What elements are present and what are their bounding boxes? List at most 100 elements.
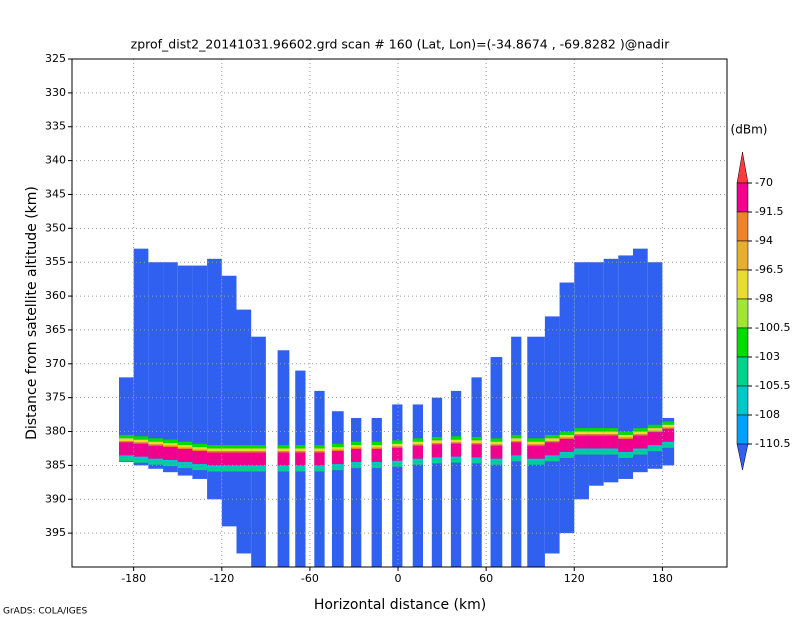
y-tick-label: 325 xyxy=(45,52,66,65)
echo-column xyxy=(351,417,362,567)
band-edge xyxy=(192,449,208,452)
band-edge xyxy=(177,445,193,448)
bright-band xyxy=(351,449,362,463)
y-tick-label: 345 xyxy=(45,187,66,200)
band-edge xyxy=(314,468,325,472)
band-edge xyxy=(133,439,149,443)
band-edge xyxy=(148,444,164,446)
band-edge xyxy=(662,421,675,425)
y-tick-label: 340 xyxy=(45,154,66,167)
band-edge xyxy=(331,466,344,471)
band-edge xyxy=(574,434,589,436)
band-edge xyxy=(277,448,290,452)
echo-column xyxy=(331,411,344,567)
echo-column xyxy=(314,390,325,567)
bright-band xyxy=(371,449,382,463)
band-edge xyxy=(588,451,604,455)
band-edge xyxy=(163,443,178,446)
band-edge xyxy=(618,437,634,439)
band-edge xyxy=(511,441,522,443)
band-edge xyxy=(163,459,178,463)
echo-column xyxy=(412,404,423,567)
band-edge xyxy=(603,428,619,432)
band-edge xyxy=(490,438,503,442)
echo-column xyxy=(192,265,208,479)
band-edge xyxy=(662,427,675,429)
band-edge xyxy=(574,448,589,452)
bright-band xyxy=(471,444,482,458)
band-edge xyxy=(192,466,208,471)
colorbar-segment xyxy=(736,211,749,242)
band-edge xyxy=(412,458,423,462)
band-edge xyxy=(559,431,575,435)
y-tick-label: 350 xyxy=(45,221,66,234)
band-edge xyxy=(392,463,403,467)
band-edge xyxy=(392,443,403,447)
x-tick-label: -180 xyxy=(121,572,146,585)
band-edge xyxy=(221,451,237,453)
band-edge xyxy=(392,446,403,448)
band-edge xyxy=(207,448,222,452)
bright-band xyxy=(412,445,423,459)
band-edge xyxy=(207,451,222,453)
band-edge xyxy=(574,431,589,435)
band-edge xyxy=(331,447,344,450)
field xyxy=(118,248,675,567)
band-edge xyxy=(331,464,344,467)
band-edge xyxy=(314,448,325,452)
band-edge xyxy=(633,448,648,452)
band-edge xyxy=(647,424,663,429)
bright-band xyxy=(133,443,149,457)
echo-column xyxy=(392,404,403,567)
footer: GrADS: COLA/IGES xyxy=(3,607,87,617)
echo-column xyxy=(450,390,462,567)
band-edge xyxy=(118,457,134,462)
band-edge xyxy=(236,445,252,449)
bright-band xyxy=(511,442,522,456)
band-edge xyxy=(177,441,193,446)
band-edge xyxy=(618,434,634,438)
x-tick-label: -60 xyxy=(301,572,319,585)
y-tick-label: 370 xyxy=(45,357,66,370)
band-edge xyxy=(295,445,306,449)
colorbar-label: -103 xyxy=(755,350,780,363)
bright-band xyxy=(118,442,134,456)
band-edge xyxy=(351,441,362,446)
band-edge xyxy=(236,465,252,469)
band-edge xyxy=(574,428,589,432)
band-edge xyxy=(118,441,134,443)
band-edge xyxy=(163,439,178,444)
colorbar-segment xyxy=(736,327,749,358)
colorbar-label: -94 xyxy=(755,234,773,247)
band-edge xyxy=(618,431,634,435)
bright-band xyxy=(148,445,164,459)
echo-column xyxy=(603,258,619,483)
band-edge xyxy=(559,434,575,438)
band-edge xyxy=(133,442,149,444)
bright-band xyxy=(450,443,462,457)
colorbar-label: -98 xyxy=(755,292,773,305)
band-edge xyxy=(207,465,222,469)
bright-band xyxy=(295,452,306,466)
band-edge xyxy=(431,436,443,441)
band-edge xyxy=(314,451,325,453)
colorbar-segment xyxy=(736,356,749,387)
band-edge xyxy=(633,434,648,436)
band-edge xyxy=(471,436,482,441)
colorbar-segment xyxy=(736,182,749,213)
band-edge xyxy=(221,468,237,472)
echo-column xyxy=(177,265,193,476)
band-edge xyxy=(277,465,290,469)
band-edge xyxy=(431,443,443,445)
y-tick-label: 365 xyxy=(45,323,66,336)
echo-column xyxy=(207,258,222,500)
bright-band xyxy=(490,445,503,459)
band-edge xyxy=(633,451,648,455)
bright-band xyxy=(221,452,237,466)
echo-column xyxy=(371,417,382,567)
band-edge xyxy=(544,441,560,443)
band-edge xyxy=(295,448,306,452)
band-edge xyxy=(371,441,382,446)
band-edge xyxy=(236,448,252,452)
echo-column xyxy=(647,262,663,469)
